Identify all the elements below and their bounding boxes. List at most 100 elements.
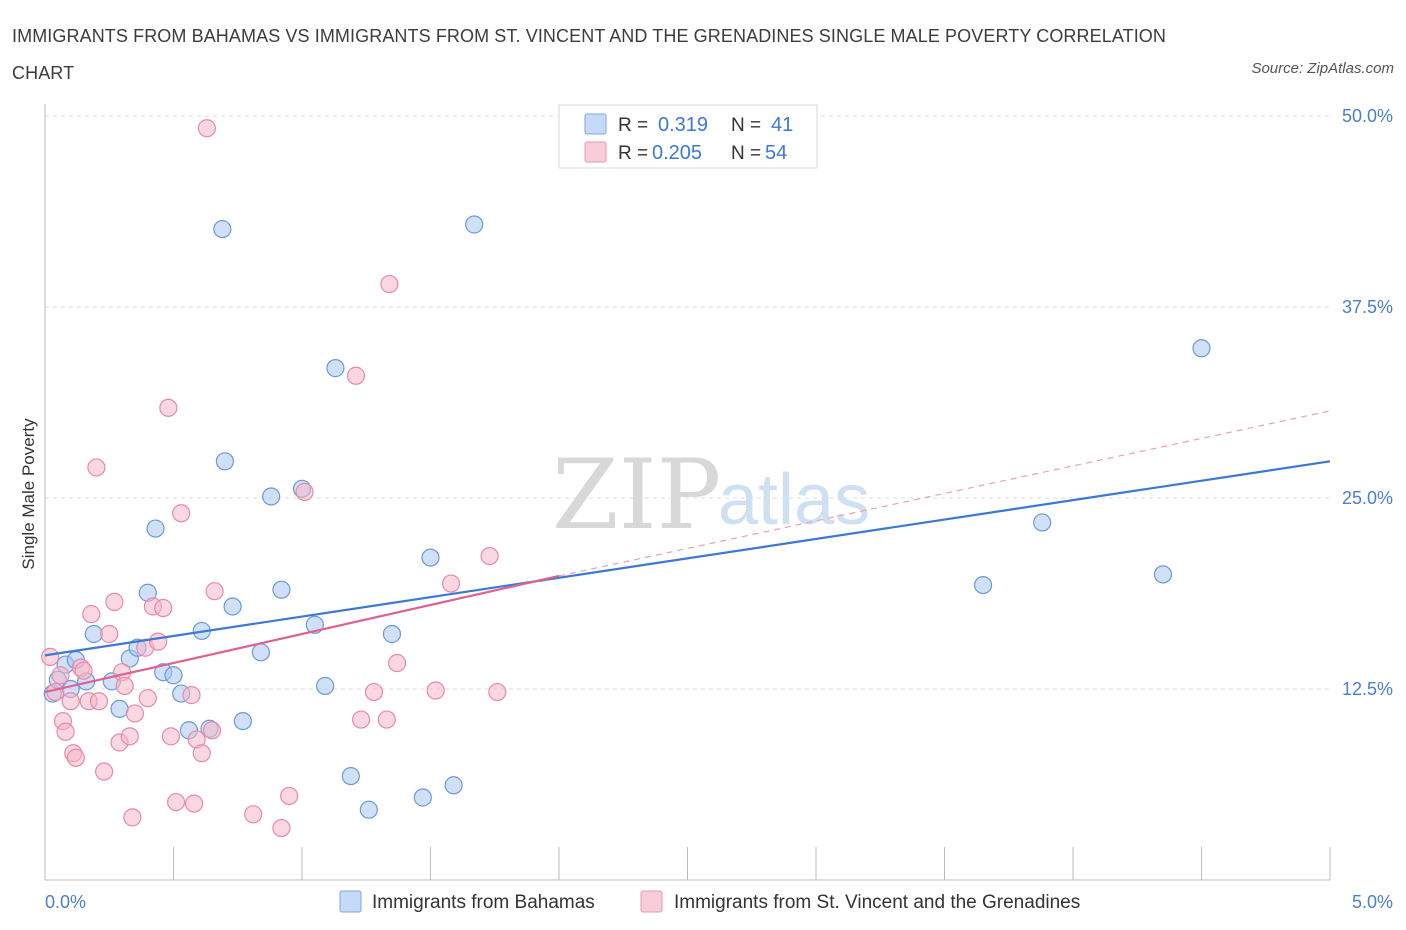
data-point-s2-47 [380,274,399,294]
data-point-s2-40 [272,818,291,838]
legend-r-label-2: R = [618,143,648,164]
data-point-s1-6 [84,624,103,644]
data-point-s2-21 [123,808,142,827]
trend-line-s2 [44,574,560,694]
data-point-s2-5 [61,692,80,711]
chart-title: IMMIGRANTS FROM BAHAMAS VS IMMIGRANTS FR… [12,26,1166,83]
data-point-s2-24 [138,689,157,708]
data-point-s1-40 [1192,339,1211,358]
data-point-s2-19 [115,676,134,696]
x-tick-label-1: 5.0% [1352,892,1393,912]
data-point-s2-37 [202,721,222,740]
data-point-s1-33 [413,788,432,807]
legend-swatch-stvincent [584,141,607,163]
data-point-s2-2 [51,666,70,685]
data-point-s1-28 [316,676,335,696]
legend-swatch-bahamas [584,113,607,135]
data-point-s2-31 [172,504,191,523]
legend-r-value-2: 0.205 [652,142,702,164]
data-point-s2-36 [197,119,217,138]
data-point-s1-8 [110,699,129,718]
legend-r-value-1: 0.319 [658,114,708,136]
data-point-s2-12 [87,458,106,477]
data-point-s2-42 [295,482,314,501]
x-tick-label-0: 0.0% [45,892,86,912]
data-point-s2-39 [244,805,263,824]
bottom-legend-label-bahamas: Immigrants from Bahamas [372,892,595,913]
data-point-s2-33 [184,794,204,813]
y-tick-label-3: 50.0% [1342,106,1393,126]
data-point-s1-37 [973,575,993,595]
trend-line-s1 [44,460,1331,657]
data-point-s1-36 [465,215,484,234]
axes [44,104,1331,881]
data-point-s2-26 [148,632,168,651]
bottom-legend-label-stvincent: Immigrants from St. Vincent and the Gren… [674,892,1080,913]
trend-lines [44,410,1331,694]
data-point-s2-45 [364,682,384,702]
legend-n-label-1: N = [731,115,761,136]
data-point-s2-46 [377,710,396,729]
y-tick-label-1: 25.0% [1342,488,1393,508]
y-tick-label-0: 12.5% [1342,679,1393,699]
data-point-s2-22 [125,704,145,723]
legend-r-label-1: R = [618,115,648,136]
watermark-zip: ZIP [552,439,721,551]
data-point-s2-9 [74,661,93,680]
data-point-s2-32 [182,686,201,705]
legend-n-value-2: 54 [765,142,787,164]
legend-n-value-1: 41 [771,114,793,136]
data-point-s2-14 [95,762,114,781]
data-point-s2-0 [41,647,60,667]
data-point-s2-4 [56,722,75,741]
data-point-s1-12 [146,519,165,538]
data-point-s2-15 [100,624,119,644]
data-point-s2-43 [346,366,366,385]
data-point-s2-20 [120,727,139,746]
data-point-s1-19 [213,219,232,239]
data-point-s1-20 [215,452,234,471]
data-point-s1-31 [359,800,378,819]
y-axis-label: Single Male Poverty [19,418,38,570]
data-point-s2-30 [166,792,186,812]
data-point-s2-16 [105,592,124,612]
watermark-atlas: atlas [718,460,870,540]
data-point-s1-34 [421,548,440,567]
data-point-s2-7 [66,748,85,767]
data-point-s2-48 [387,653,407,673]
bottom-legend: Immigrants from Bahamas Immigrants from … [339,890,1080,913]
data-point-s2-35 [192,744,211,763]
data-point-s1-30 [341,766,360,786]
data-point-s1-25 [272,580,291,599]
data-point-s2-41 [280,786,299,806]
data-point-s1-32 [382,624,402,644]
data-point-s2-50 [441,574,461,593]
legend-n-label-2: N = [731,143,761,164]
chart-source: Source: ZipAtlas.com [1251,60,1394,77]
data-point-s1-29 [326,359,345,378]
data-point-s1-14 [164,666,183,685]
data-point-s1-21 [223,597,242,616]
data-point-s2-38 [205,582,224,601]
data-point-s1-38 [1033,513,1052,532]
top-legend: R = 0.319 N = 41 R = 0.205 N = 54 [558,104,818,169]
data-point-s2-11 [82,605,101,624]
data-point-s2-13 [89,692,109,711]
y-tick-labels: 12.5% 25.0% 37.5% 50.0% [1342,106,1393,699]
data-point-s2-51 [480,546,499,566]
data-point-s2-44 [352,710,371,729]
data-point-s1-24 [262,487,281,506]
bottom-legend-swatch-bahamas [339,890,362,913]
data-point-s2-52 [488,682,507,702]
data-point-s2-27 [154,598,173,618]
y-tick-label-2: 37.5% [1342,297,1393,317]
data-point-s2-28 [159,398,178,417]
data-point-s1-23 [251,643,270,662]
data-point-s2-49 [426,681,445,700]
data-point-s2-29 [161,727,181,746]
data-point-s1-22 [233,711,252,731]
bottom-legend-swatch-stvincent [640,890,663,913]
data-point-s1-39 [1153,565,1173,584]
data-point-s1-35 [444,776,463,795]
